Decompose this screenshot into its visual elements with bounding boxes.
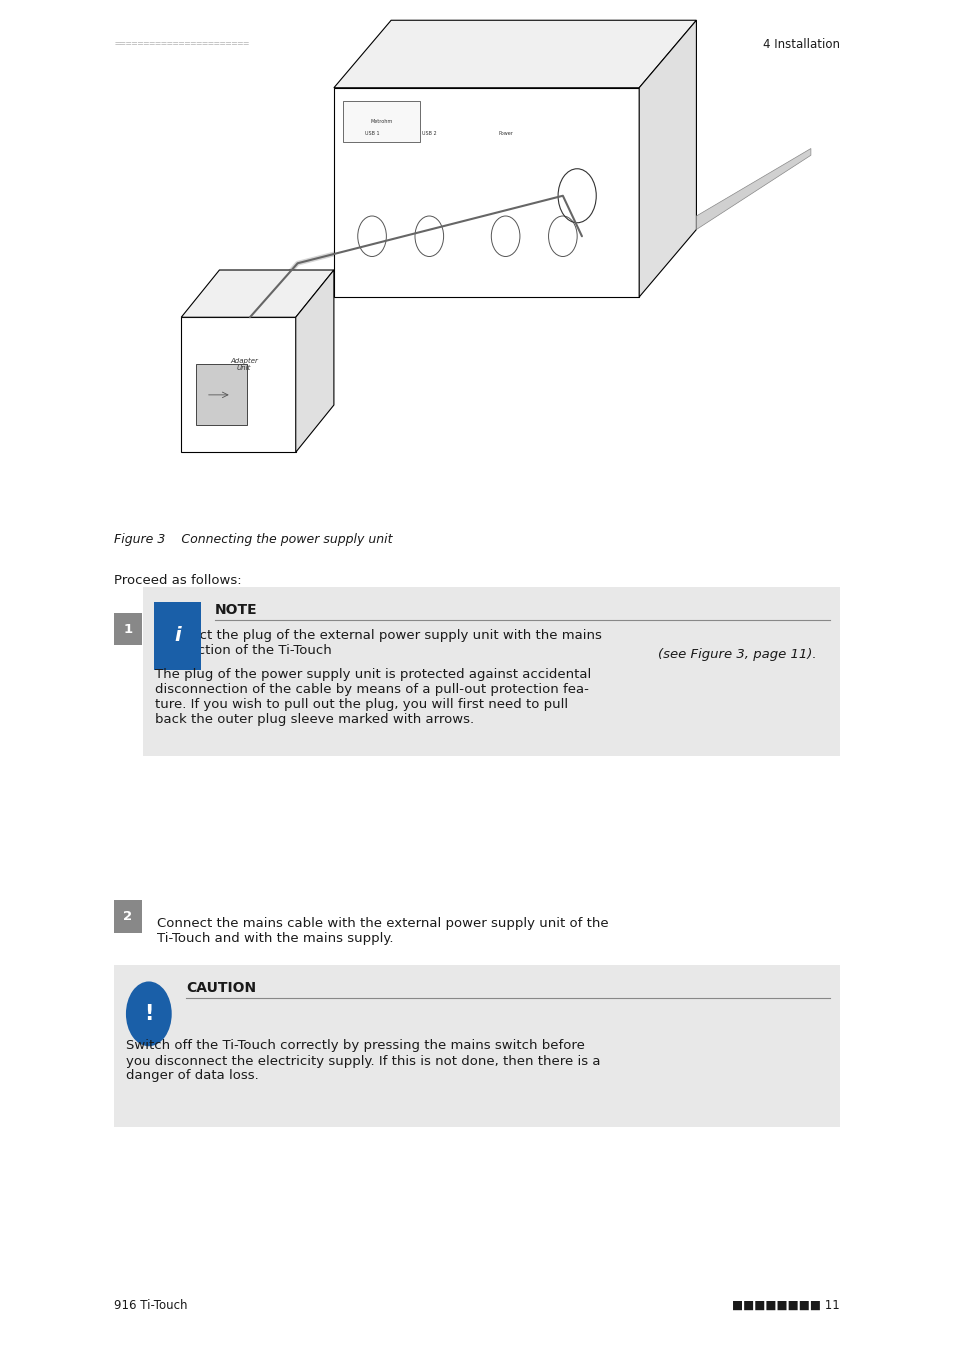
Text: USB 2: USB 2 <box>421 131 436 136</box>
Text: Connect the mains cable with the external power supply unit of the
Ti-Touch and : Connect the mains cable with the externa… <box>157 917 608 945</box>
Polygon shape <box>295 270 334 452</box>
Bar <box>343 101 419 142</box>
FancyBboxPatch shape <box>113 613 142 645</box>
Circle shape <box>126 981 172 1046</box>
Text: CAUTION: CAUTION <box>186 981 256 995</box>
Bar <box>195 364 247 425</box>
FancyBboxPatch shape <box>114 965 839 1127</box>
Text: =======================: ======================= <box>114 39 250 50</box>
Text: 1: 1 <box>123 622 132 636</box>
Text: Connect the plug of the external power supply unit with the mains
connection of : Connect the plug of the external power s… <box>157 629 601 657</box>
Text: Figure 3    Connecting the power supply unit: Figure 3 Connecting the power supply uni… <box>114 533 393 547</box>
Text: ■■■■■■■■ 11: ■■■■■■■■ 11 <box>731 1299 839 1312</box>
FancyBboxPatch shape <box>113 900 142 933</box>
Text: 4 Installation: 4 Installation <box>761 38 839 51</box>
Text: Adapter
Unit: Adapter Unit <box>230 358 258 371</box>
Text: Proceed as follows:: Proceed as follows: <box>114 574 242 587</box>
Text: !: ! <box>144 1004 153 1023</box>
Text: Power: Power <box>497 131 513 136</box>
Text: (see Figure 3, page 11).: (see Figure 3, page 11). <box>658 648 816 662</box>
Polygon shape <box>181 270 334 317</box>
Text: Metrohm: Metrohm <box>370 119 393 124</box>
Text: The plug of the power supply unit is protected against accidental
disconnection : The plug of the power supply unit is pro… <box>154 668 590 726</box>
Polygon shape <box>181 317 295 452</box>
FancyBboxPatch shape <box>153 602 201 670</box>
Text: 2: 2 <box>123 910 132 923</box>
FancyBboxPatch shape <box>143 587 839 756</box>
Polygon shape <box>334 88 639 297</box>
Text: USB 1: USB 1 <box>364 131 379 136</box>
Text: Switch off the Ti-Touch correctly by pressing the mains switch before
you discon: Switch off the Ti-Touch correctly by pre… <box>126 1040 599 1083</box>
Polygon shape <box>639 20 696 297</box>
Text: NOTE: NOTE <box>214 603 257 617</box>
Text: i: i <box>174 626 180 645</box>
Polygon shape <box>696 148 810 230</box>
Polygon shape <box>334 20 696 88</box>
Text: 916 Ti-Touch: 916 Ti-Touch <box>114 1299 188 1312</box>
